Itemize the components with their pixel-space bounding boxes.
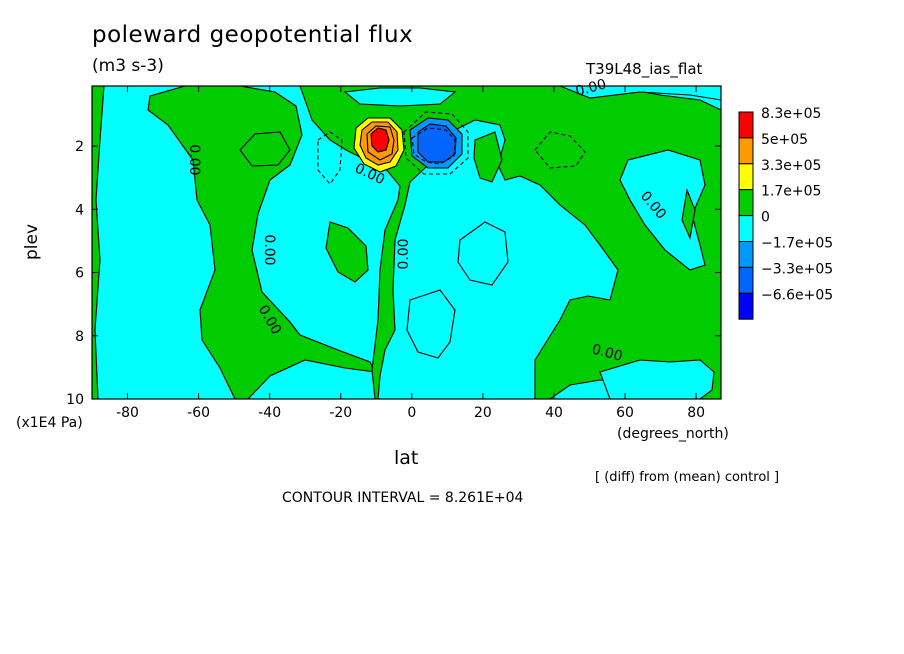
colorbar-label: 1.7e+05 [761, 184, 821, 200]
contour-label: 0.00 [574, 76, 608, 100]
colorbar-label: 0 [761, 210, 770, 226]
chart-title: poleward geopotential flux [92, 22, 414, 48]
colorbar-swatch [738, 189, 754, 217]
colorbar-swatch [738, 292, 754, 320]
x-tick-label: -20 [329, 405, 352, 421]
colorbar-swatch [738, 163, 754, 191]
contour-region-bottom-right [599, 359, 715, 399]
negative-contour-ring-1 [403, 111, 469, 175]
x-axis-units: (degrees_north) [617, 426, 729, 442]
y-tick-label: 10 [66, 392, 84, 408]
colorbar-label: −6.6e+05 [761, 287, 833, 303]
contour-region-north-polar-hole [619, 149, 706, 271]
contour-region-left-edge [92, 86, 105, 399]
contour-region-north-upper-hole [457, 221, 509, 286]
negative-extremum-inner [417, 123, 457, 163]
y-axis-units: (x1E4 Pa) [16, 415, 83, 431]
colorbar: 8.3e+05 5e+05 3.3e+05 1.7e+05 0 −1.7e+05 −3.3e… [738, 106, 833, 320]
x-tick-label: -40 [258, 405, 281, 421]
contour-label: 0.00 [186, 144, 202, 175]
contour-region-top-right [559, 86, 721, 101]
contour-label: 0.00 [590, 341, 624, 365]
colorbar-swatch [738, 111, 754, 139]
colorbar-label: −3.3e+05 [761, 261, 833, 277]
contour-label: 0.00 [396, 238, 412, 269]
difference-note: [ (diff) from (mean) control ] [595, 470, 780, 485]
y-tick-label: 8 [75, 329, 84, 345]
colorbar-swatch [738, 215, 754, 243]
colorbar-swatch [738, 266, 754, 294]
negative-contour-ring-2 [411, 127, 456, 165]
x-tick-label: 80 [687, 405, 705, 421]
x-tick-label: 40 [545, 405, 563, 421]
contour-region-north-main [299, 86, 721, 399]
x-tick-label: -80 [116, 405, 139, 421]
colorbar-swatch [738, 241, 754, 268]
colorbar-label: 3.3e+05 [761, 158, 821, 174]
y-tick-label: 6 [75, 266, 84, 282]
contour-region-south-island [325, 221, 369, 283]
y-tick-label: 4 [75, 202, 84, 218]
colorbar-label: 5e+05 [761, 132, 808, 148]
contour-region-top-bay [343, 87, 457, 107]
run-label: T39L48_ias_flat [586, 60, 703, 78]
contour-label: 0.00 [261, 234, 277, 265]
contour-interval: CONTOUR INTERVAL = 8.261E+04 [282, 490, 524, 506]
colorbar-label: −1.7e+05 [761, 236, 833, 252]
chart-units: (m3 s-3) [92, 56, 164, 76]
x-tick-label: 0 [407, 405, 416, 421]
contour-north-dashed [534, 131, 586, 169]
contour-south-dashed [317, 131, 343, 185]
colorbar-swatch [738, 137, 754, 165]
positive-extremum-red [370, 127, 390, 153]
plot-frame [91, 85, 722, 400]
positive-contour-inner [366, 125, 395, 161]
x-ticks: -80 -60 -40 -20 0 20 40 60 80 [116, 86, 705, 421]
contour-region-polar-island [681, 187, 696, 240]
contour-region-north-hole [406, 289, 456, 359]
colorbar-label: 8.3e+05 [761, 106, 821, 122]
contour-south-small [239, 131, 291, 167]
x-tick-label: 60 [616, 405, 634, 421]
x-tick-label: -60 [187, 405, 210, 421]
y-tick-label: 2 [75, 139, 84, 155]
x-axis-label: lat [394, 447, 419, 469]
x-tick-label: 20 [474, 405, 492, 421]
y-ticks: 2 4 6 8 10 [66, 139, 721, 408]
contour-region-north-upper-patch [473, 131, 503, 183]
